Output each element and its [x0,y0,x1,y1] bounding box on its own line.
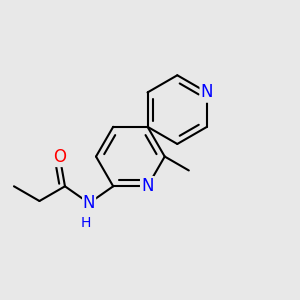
Text: N: N [83,194,95,212]
Text: O: O [53,148,66,166]
Text: N: N [201,83,213,101]
Text: H: H [81,216,91,230]
Text: N: N [141,177,154,195]
